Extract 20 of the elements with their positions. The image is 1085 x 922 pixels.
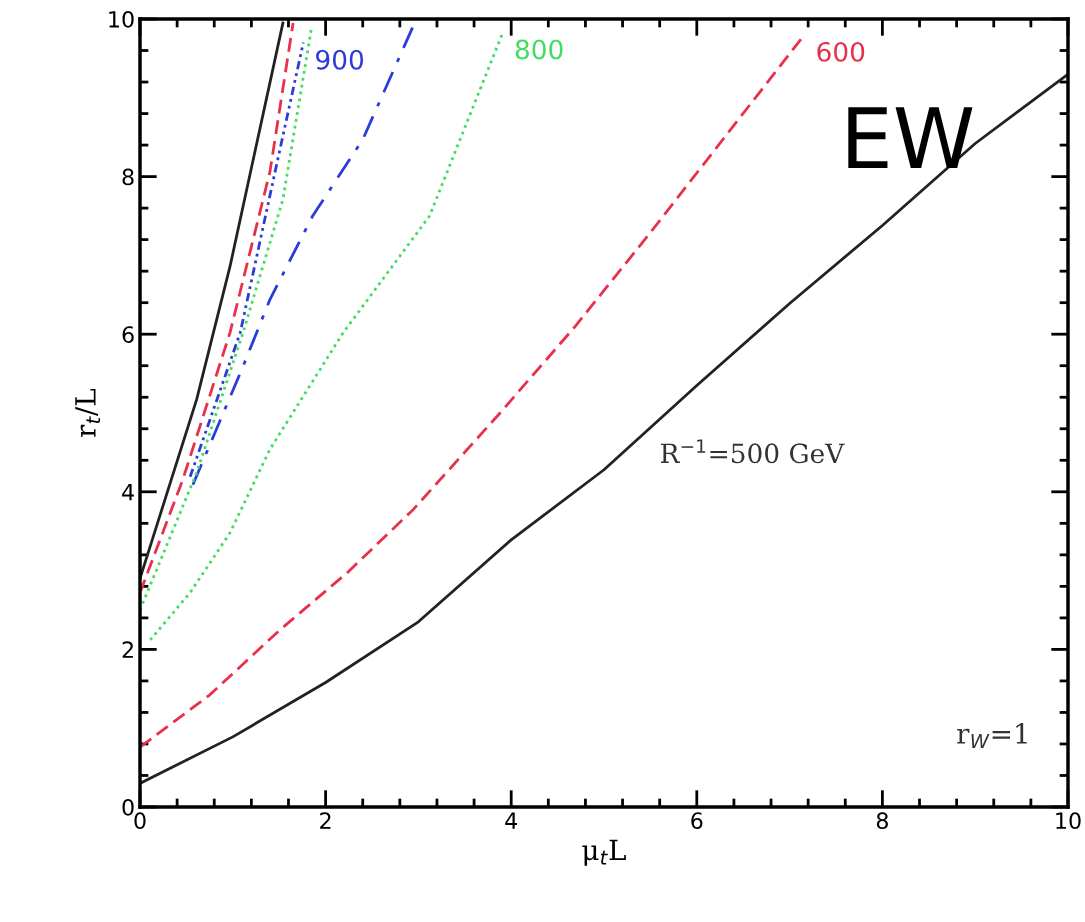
series-label: 600 <box>817 41 865 62</box>
annotation: r$_{W}$=1 <box>957 722 1027 749</box>
annotation: EW <box>848 107 973 169</box>
series-label: R$^{−1}$=500 GeV <box>661 439 845 464</box>
x-tick-label: 6 <box>691 812 703 830</box>
y-tick-label: 8 <box>122 168 134 186</box>
series-label: 800 <box>515 39 563 60</box>
x-tick-label: 2 <box>320 812 331 829</box>
y-tick-label: 2 <box>122 641 133 658</box>
x-tick-label: 4 <box>505 812 518 829</box>
y-tick-label: 0 <box>122 798 134 816</box>
x-tick-label: 8 <box>876 812 888 830</box>
x-tick-label: 0 <box>134 812 146 830</box>
x-axis-title: μ$_{t}$L <box>582 839 626 866</box>
y-axis-title: r$_{t}$/L <box>75 388 101 437</box>
y-tick-label: 6 <box>122 326 134 343</box>
x-tick-label: 10 <box>1056 812 1081 830</box>
y-tick-label: 4 <box>122 484 134 501</box>
series-label: 900 <box>316 49 364 70</box>
y-tick-label: 10 <box>109 10 134 28</box>
